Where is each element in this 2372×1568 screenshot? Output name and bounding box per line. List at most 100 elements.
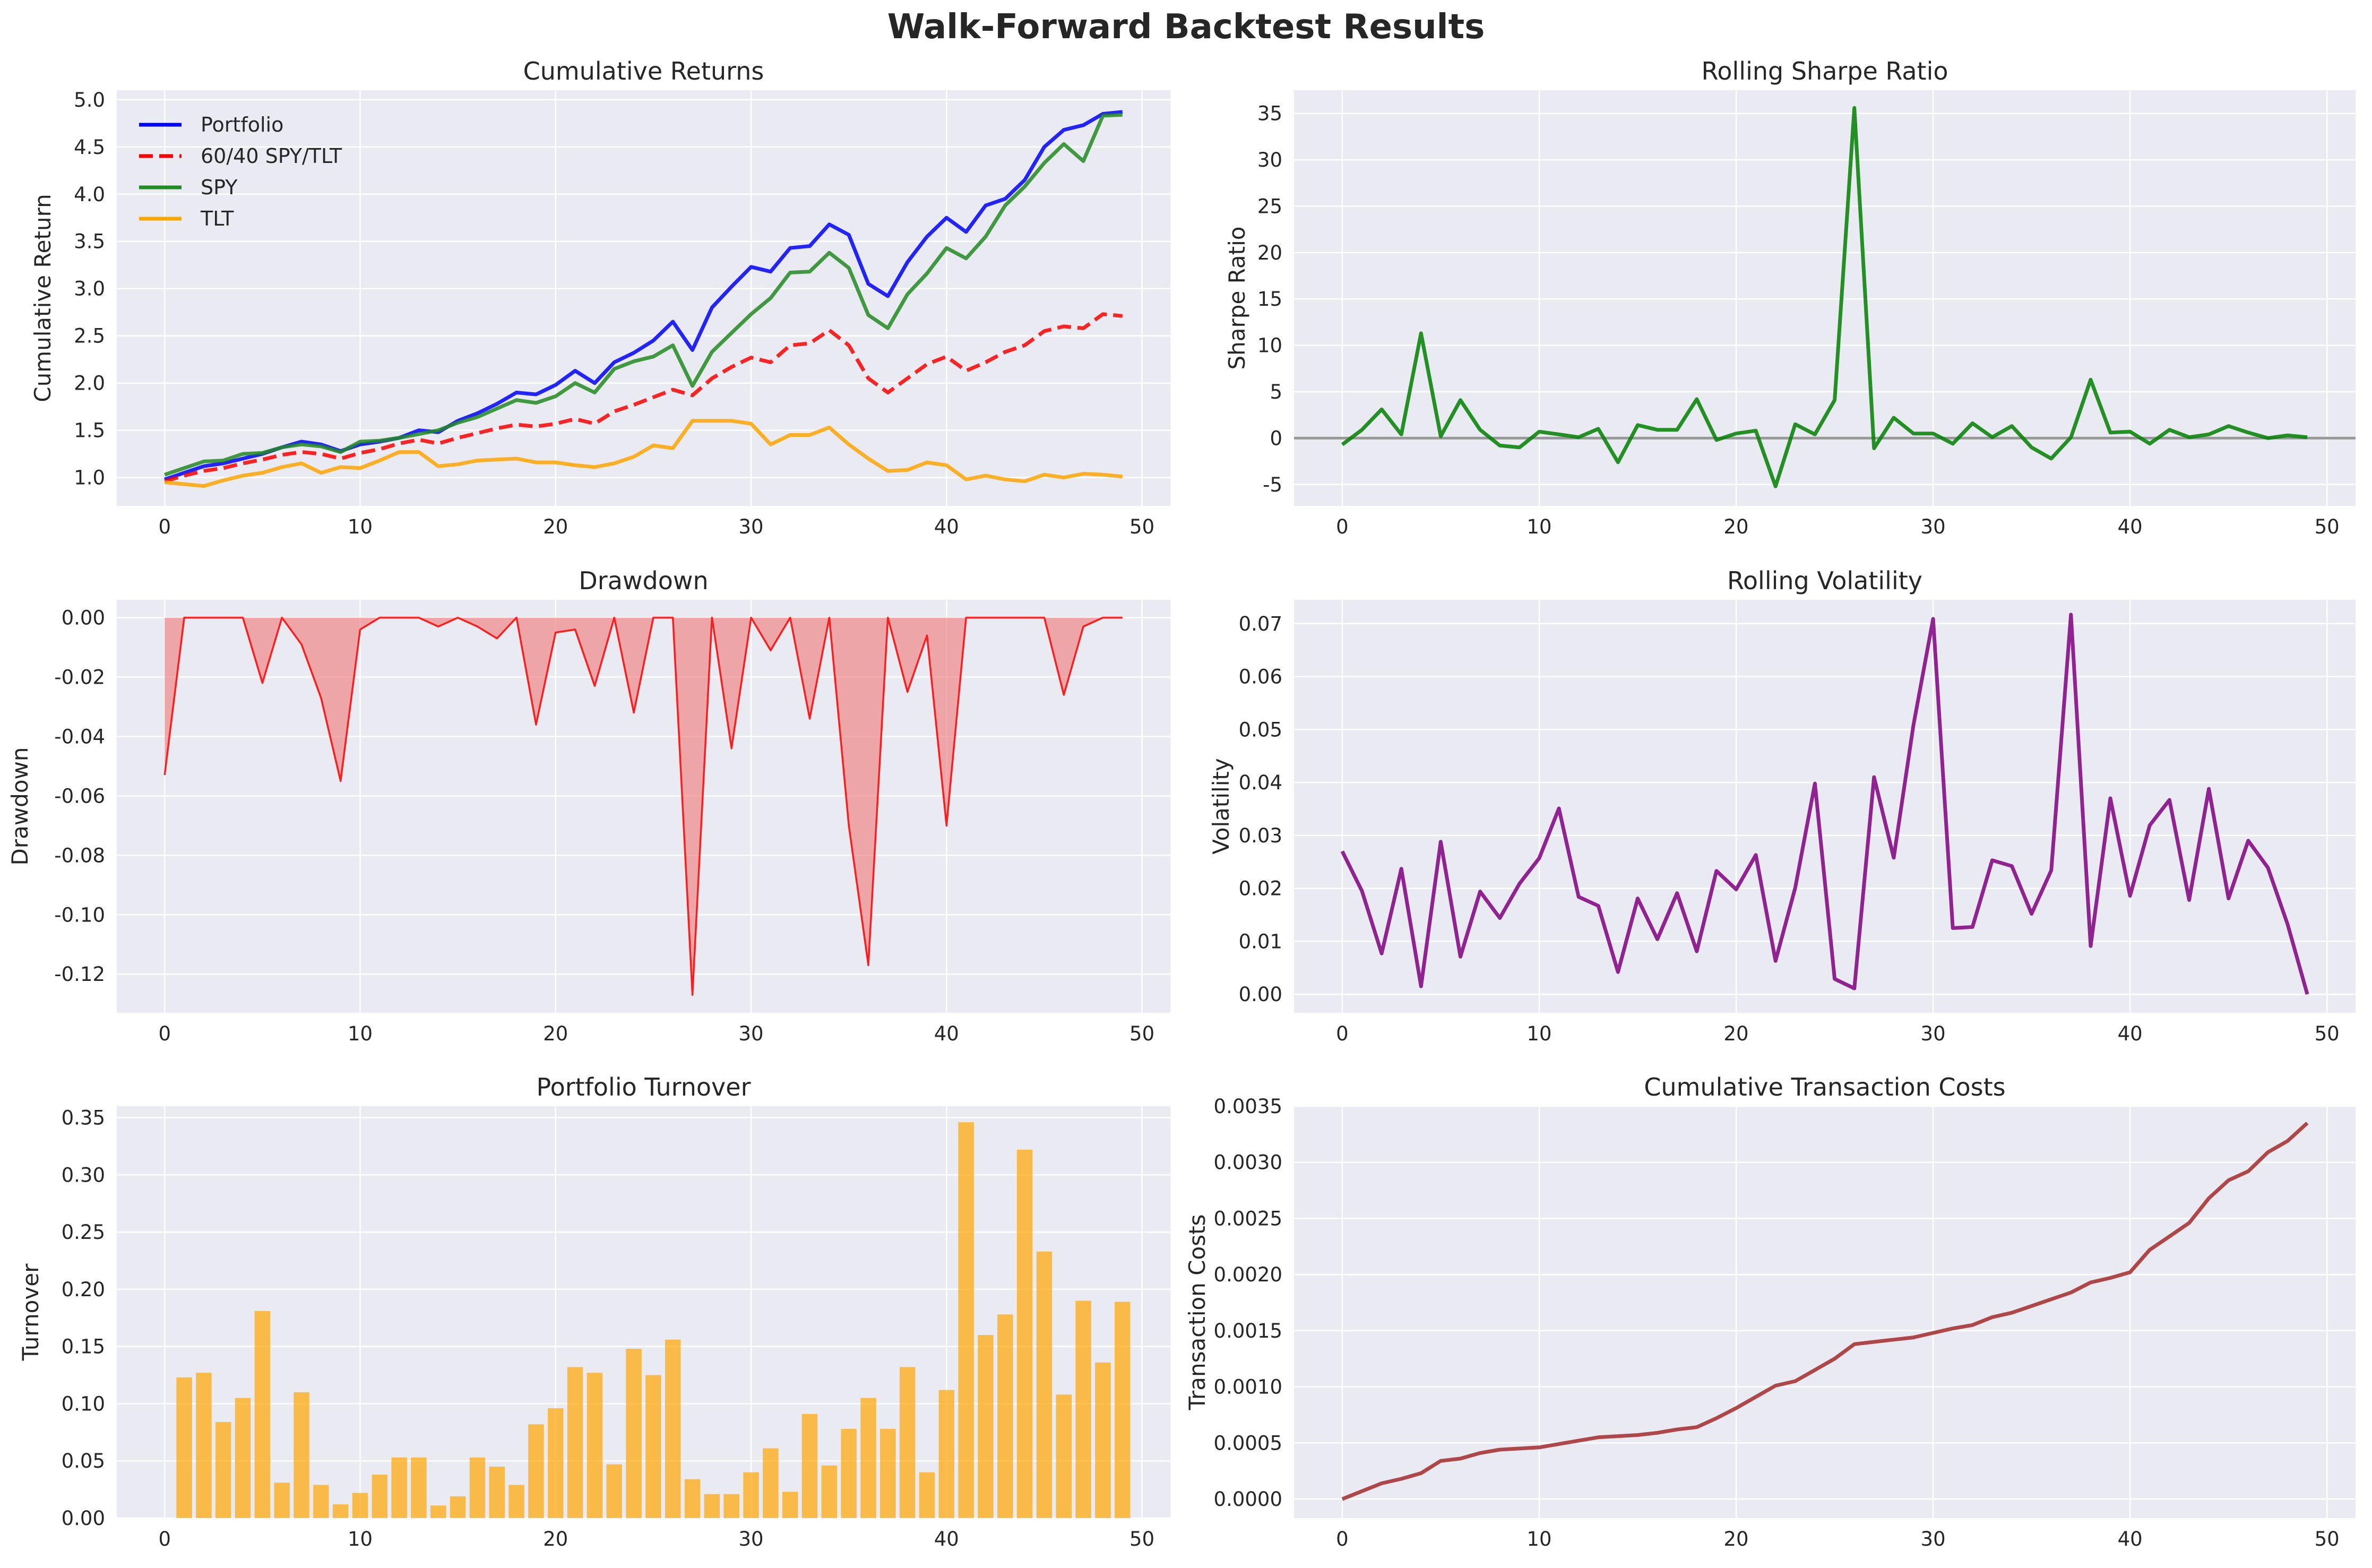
x-tick-label: 30 xyxy=(739,1528,764,1550)
y-axis-label: Cumulative Return xyxy=(30,194,56,402)
x-tick-label: 20 xyxy=(543,515,568,538)
x-tick-label: 50 xyxy=(2315,1022,2340,1045)
y-tick-label: 35 xyxy=(1257,102,1282,125)
x-tick-label: 20 xyxy=(1723,1022,1748,1045)
turnover-bar xyxy=(1036,1251,1053,1518)
x-tick-label: 20 xyxy=(1723,1528,1748,1550)
drawdown-area xyxy=(165,617,1123,995)
y-tick-label: 0.00 xyxy=(62,1507,105,1530)
portfolio-turnover-panel: 0 10 20 30 40 50 0.00 0.05 0.10 0.15 0.20 0.25 0.30 0… xyxy=(18,1073,1170,1550)
plot-area xyxy=(163,616,1123,996)
rolling-volatility-panel: 0 10 20 30 40 50 0.00 0.01 0.02 0.03 0.04 0.05 0.06 0… xyxy=(1208,566,2356,1045)
turnover-bar xyxy=(704,1494,720,1518)
turnover-bar xyxy=(626,1348,642,1518)
y-tick-label: 3.5 xyxy=(74,230,105,253)
x-tick-label: 20 xyxy=(1723,515,1748,538)
turnover-bar xyxy=(606,1464,622,1518)
cumulative-transaction-costs-panel: 0 10 20 30 40 50 0.0000 0.0005 0.0010 0.0015 0.002… xyxy=(1184,1073,2356,1550)
y-tick-label: -0.06 xyxy=(54,785,105,807)
plot-area xyxy=(164,110,1123,488)
y-tick-label: 25 xyxy=(1257,195,1282,218)
turnover-bar xyxy=(1115,1302,1131,1518)
x-tick-label: 20 xyxy=(543,1528,568,1550)
y-tick-label: 0 xyxy=(1270,427,1282,450)
plot-background xyxy=(1294,1106,2356,1518)
y-tick-label: 4.5 xyxy=(74,136,105,159)
y-tick-label: 0.30 xyxy=(62,1164,105,1186)
y-axis-label: Drawdown xyxy=(7,747,33,865)
plot-area xyxy=(1294,106,2356,488)
y-tick-label: -0.02 xyxy=(54,666,105,689)
x-tick-label: 40 xyxy=(2118,515,2143,538)
x-tick-label: 30 xyxy=(1921,1022,1946,1045)
turnover-bar xyxy=(508,1485,524,1518)
x-tick-label: 10 xyxy=(348,1022,373,1045)
turnover-bar xyxy=(763,1448,779,1518)
turnover-bar xyxy=(860,1398,876,1518)
plot-background xyxy=(117,90,1170,506)
turnover-bar xyxy=(1016,1149,1033,1518)
plot-area xyxy=(1340,613,2309,995)
rolling-sharpe-line xyxy=(1341,106,2308,488)
y-tick-label: 20 xyxy=(1257,242,1282,264)
legend-label: SPY xyxy=(201,176,238,199)
x-tick-label: 50 xyxy=(2315,1528,2340,1550)
turnover-bar xyxy=(899,1367,916,1518)
y-tick-label: 0.0005 xyxy=(1214,1432,1282,1454)
y-tick-label: 10 xyxy=(1257,334,1282,357)
x-tick-label: 0 xyxy=(158,1528,171,1550)
x-tick-label: 50 xyxy=(1129,1022,1154,1045)
turnover-bar xyxy=(723,1494,739,1518)
y-axis-label: Transaction Costs xyxy=(1184,1214,1210,1411)
x-tick-label: 10 xyxy=(1526,515,1551,538)
y-axis-label: Sharpe Ratio xyxy=(1224,227,1250,370)
y-tick-label: 0.04 xyxy=(1239,771,1282,794)
y-tick-label: 1.0 xyxy=(74,467,105,489)
x-tick-label: 40 xyxy=(934,1022,959,1045)
turnover-bar xyxy=(254,1311,271,1518)
turnover-bar xyxy=(215,1421,231,1518)
y-tick-label: 0.0030 xyxy=(1214,1151,1282,1174)
turnover-bar xyxy=(978,1335,994,1518)
turnover-bar xyxy=(411,1457,427,1518)
turnover-bar xyxy=(938,1390,955,1518)
x-tick-label: 50 xyxy=(1129,1528,1154,1550)
cumulative-transaction-costs-line xyxy=(1341,1122,2309,1501)
y-tick-label: 0.06 xyxy=(1239,666,1282,688)
y-axis-label: Turnover xyxy=(18,1263,44,1361)
turnover-bar xyxy=(1095,1362,1111,1518)
legend-label: Portfolio xyxy=(201,113,283,136)
cumulative-returns-panel: 0 10 20 30 40 50 1.0 1.5 2.0 2.5 3.0 3.5 4.0 4.5 5.0 Cu… xyxy=(30,57,1170,538)
turnover-bar xyxy=(841,1428,857,1518)
y-tick-label: -0.08 xyxy=(54,844,105,867)
turnover-bar xyxy=(528,1424,544,1518)
x-tick-label: 10 xyxy=(1526,1022,1551,1045)
y-tick-label: 1.5 xyxy=(74,419,105,442)
x-tick-label: 40 xyxy=(934,1528,959,1550)
panel-title: Rolling Volatility xyxy=(1727,566,1922,595)
panel-title: Cumulative Transaction Costs xyxy=(1644,1073,2005,1101)
y-tick-label: 0.15 xyxy=(62,1336,105,1358)
turnover-bar xyxy=(743,1472,759,1518)
turnover-bar xyxy=(548,1408,564,1518)
y-tick-label: -5 xyxy=(1263,473,1282,496)
y-tick-label: -0.10 xyxy=(54,903,105,926)
turnover-bar xyxy=(352,1493,368,1518)
x-tick-label: 20 xyxy=(543,1022,568,1045)
turnover-bar xyxy=(801,1414,818,1518)
x-tick-label: 40 xyxy=(2118,1022,2143,1045)
x-tick-label: 10 xyxy=(1526,1528,1551,1550)
plot-area xyxy=(1341,1122,2309,1501)
x-tick-label: 30 xyxy=(739,1022,764,1045)
x-tick-label: 40 xyxy=(2118,1528,2143,1550)
y-tick-label: 0.07 xyxy=(1239,613,1282,635)
y-tick-label: 0.35 xyxy=(62,1107,105,1130)
y-tick-label: 4.0 xyxy=(74,183,105,206)
y-tick-label: 5.0 xyxy=(74,89,105,111)
x-tick-label: 0 xyxy=(1336,515,1349,538)
rolling-sharpe-panel: 0 10 20 30 40 50 -5 0 5 10 15 20 25 30 35 Rolling Sharp… xyxy=(1224,57,2356,538)
turnover-bar xyxy=(176,1377,192,1518)
y-tick-label: 2.0 xyxy=(74,372,105,395)
turnover-bar xyxy=(391,1457,407,1518)
